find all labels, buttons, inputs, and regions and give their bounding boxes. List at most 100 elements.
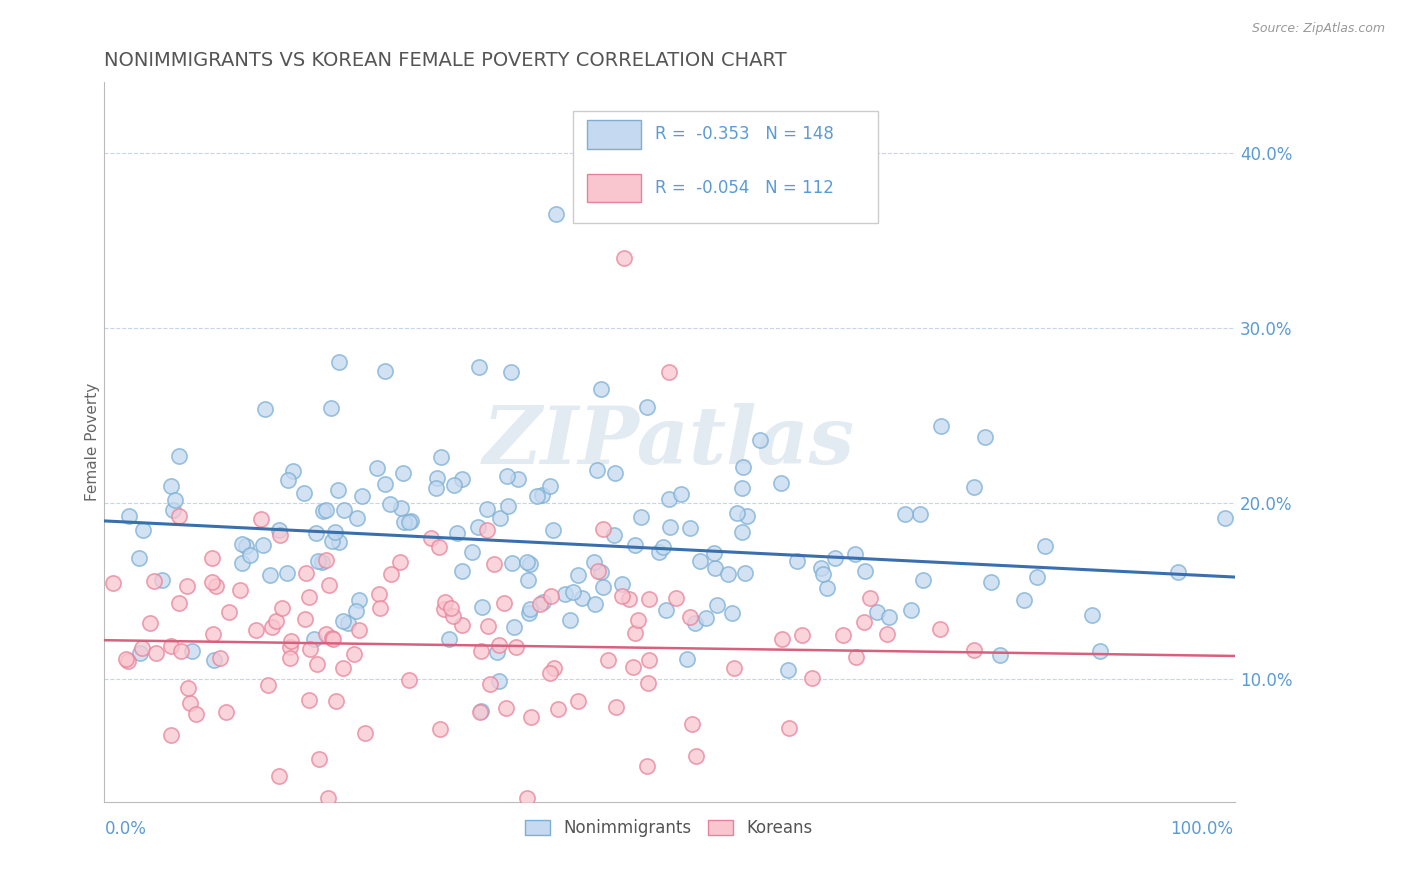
Point — [259, 567, 281, 582]
Point — [546, 207, 568, 221]
Point — [988, 648, 1011, 662]
Point — [502, 620, 524, 634]
Point — [1167, 565, 1189, 579]
Point — [167, 596, 190, 610]
Point — [159, 478, 181, 492]
Point — [731, 524, 754, 539]
Text: 100.0%: 100.0% — [1170, 820, 1233, 838]
Point — [603, 528, 626, 542]
Point — [974, 430, 997, 444]
Point — [586, 463, 609, 477]
Point — [658, 365, 681, 379]
Point — [278, 640, 301, 655]
Point — [267, 769, 290, 783]
Point — [748, 433, 770, 447]
Point — [451, 472, 474, 486]
Point — [963, 480, 986, 494]
Point — [269, 524, 291, 538]
Point — [488, 511, 510, 525]
Point — [380, 497, 402, 511]
Point — [589, 565, 612, 579]
Point — [430, 450, 453, 465]
Point — [245, 623, 267, 637]
Point — [845, 649, 868, 664]
Point — [354, 725, 377, 739]
Point — [894, 507, 917, 521]
Point — [478, 677, 501, 691]
Point — [380, 567, 402, 582]
Point — [426, 471, 449, 485]
Point — [731, 481, 754, 495]
Point — [591, 382, 613, 396]
Point — [312, 503, 335, 517]
Point — [167, 449, 190, 463]
Point — [617, 592, 640, 607]
Point — [567, 568, 589, 582]
Point — [347, 592, 370, 607]
Point — [562, 584, 585, 599]
Point — [441, 609, 464, 624]
Point — [605, 700, 627, 714]
Point — [176, 579, 198, 593]
Point — [517, 573, 540, 587]
Point — [541, 523, 564, 537]
Point — [292, 486, 315, 500]
Point — [264, 614, 287, 628]
Point — [308, 752, 330, 766]
Point — [388, 555, 411, 569]
Point — [307, 554, 329, 568]
Point — [160, 728, 183, 742]
Point — [554, 586, 576, 600]
Point — [853, 615, 876, 629]
Point — [295, 566, 318, 580]
Point — [877, 610, 900, 624]
Point — [501, 557, 523, 571]
Point — [427, 540, 450, 554]
Point — [337, 615, 360, 630]
Point — [253, 401, 276, 416]
Point — [138, 616, 160, 631]
Point — [278, 651, 301, 665]
Point — [184, 706, 207, 721]
Point — [630, 509, 652, 524]
Point — [776, 664, 799, 678]
Point — [908, 507, 931, 521]
Point — [1081, 608, 1104, 623]
Point — [475, 523, 498, 537]
Point — [419, 531, 441, 545]
Text: R =  -0.054   N = 112: R = -0.054 N = 112 — [655, 179, 834, 197]
Point — [665, 591, 688, 605]
Point — [311, 555, 333, 569]
Point — [519, 601, 541, 615]
Point — [505, 640, 527, 655]
Point — [658, 492, 681, 507]
Point — [181, 643, 204, 657]
Point — [471, 599, 494, 614]
Point — [790, 628, 813, 642]
Point — [1213, 510, 1236, 524]
Point — [703, 561, 725, 575]
Point — [202, 626, 225, 640]
Point — [571, 591, 593, 605]
Point — [332, 614, 354, 628]
Point — [252, 538, 274, 552]
Point — [560, 613, 582, 627]
Point — [516, 791, 538, 805]
Point — [321, 631, 343, 645]
Point — [201, 550, 224, 565]
Point — [401, 514, 423, 528]
Point — [853, 564, 876, 578]
Point — [648, 544, 671, 558]
Point — [128, 550, 150, 565]
Point — [281, 464, 304, 478]
Point — [160, 639, 183, 653]
Point — [298, 641, 321, 656]
Point — [801, 671, 824, 685]
Point — [498, 500, 520, 514]
Point — [118, 509, 141, 524]
Point — [315, 503, 337, 517]
Point — [328, 355, 350, 369]
Point — [250, 511, 273, 525]
Point — [433, 602, 456, 616]
Y-axis label: Female Poverty: Female Poverty — [86, 383, 100, 501]
